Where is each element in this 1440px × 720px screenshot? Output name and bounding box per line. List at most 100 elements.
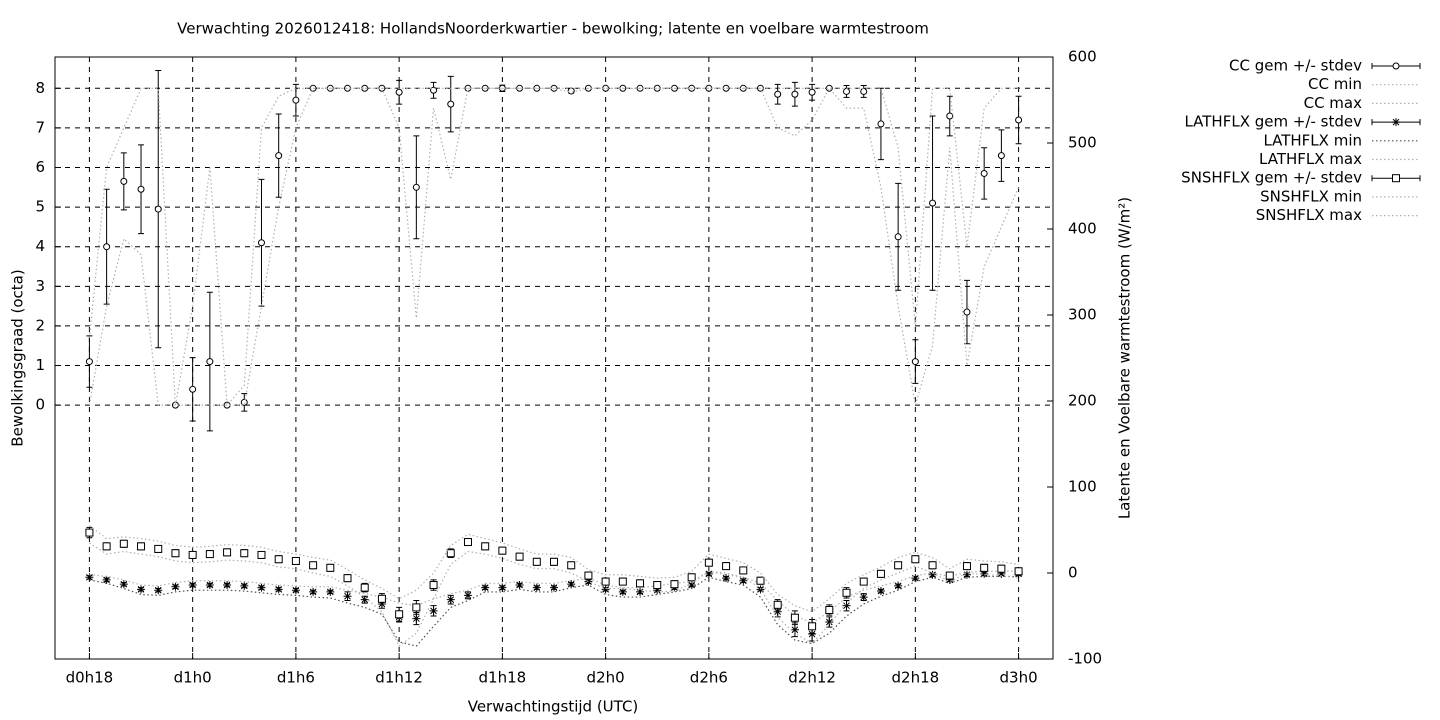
marker: [601, 585, 610, 594]
marker: [309, 561, 318, 570]
marker: [171, 582, 180, 591]
marker: [929, 199, 937, 207]
marker: [980, 169, 988, 177]
marker: [911, 555, 920, 564]
marker: [1015, 116, 1023, 124]
marker: [481, 542, 490, 551]
marker: [446, 595, 455, 604]
marker: [894, 561, 903, 570]
marker: [257, 550, 266, 559]
marker: [154, 544, 163, 553]
marker: [223, 548, 232, 557]
marker: [102, 542, 111, 551]
marker: [447, 100, 455, 108]
y-tick-label: 4: [35, 237, 45, 255]
marker: [928, 570, 937, 579]
marker: [85, 358, 93, 366]
y2-tick-label: 500: [1068, 134, 1097, 152]
marker: [119, 539, 128, 548]
marker: [498, 546, 507, 555]
legend-label: SNSHFLX max: [1256, 206, 1362, 224]
marker: [997, 152, 1005, 160]
marker: [876, 569, 885, 578]
legend-label: SNSHFLX min: [1260, 187, 1362, 205]
legend-label: CC max: [1304, 94, 1363, 112]
x-tick-label: d1h6: [277, 669, 315, 687]
marker: [206, 358, 214, 366]
marker: [687, 573, 696, 582]
marker: [825, 618, 834, 627]
marker: [412, 614, 421, 623]
marker: [773, 607, 782, 616]
marker: [928, 561, 937, 570]
marker: [532, 557, 541, 566]
series-line: [88, 87, 1019, 407]
y2-tick-label: -100: [1068, 650, 1102, 668]
marker: [463, 591, 472, 600]
marker: [154, 586, 163, 595]
marker: [102, 575, 111, 584]
marker: [962, 570, 971, 579]
marker: [859, 593, 868, 602]
marker: [120, 177, 128, 185]
x-tick-label: d1h0: [174, 669, 212, 687]
legend-label: CC gem +/- stdev: [1229, 57, 1362, 75]
legend-marker: [1392, 174, 1400, 183]
legend-label: LATHFLX min: [1263, 131, 1362, 149]
x-tick-label: d2h18: [892, 669, 940, 687]
marker: [154, 205, 162, 213]
marker: [842, 601, 851, 610]
marker: [567, 561, 576, 570]
marker: [343, 574, 352, 583]
marker: [103, 243, 111, 251]
series-line: [89, 570, 1019, 624]
marker: [412, 603, 421, 612]
marker: [997, 569, 1006, 578]
legend-label: LATHFLX max: [1259, 150, 1362, 168]
marker: [790, 613, 799, 622]
x-tick-label: d3h0: [1000, 669, 1038, 687]
marker: [274, 555, 283, 564]
y-tick-label: 8: [35, 79, 45, 97]
marker: [464, 84, 472, 92]
y2-tick-label: 400: [1068, 220, 1097, 238]
y-tick-label: 7: [35, 118, 45, 136]
y-tick-label: 1: [35, 356, 45, 374]
marker: [808, 630, 817, 639]
y-tick-label: 5: [35, 198, 45, 216]
marker: [257, 583, 266, 592]
marker: [567, 87, 575, 95]
marker: [894, 233, 902, 241]
marker: [189, 385, 197, 393]
marker: [395, 610, 404, 619]
marker: [843, 87, 851, 95]
marker: [309, 587, 318, 596]
series-line: [89, 575, 1019, 647]
y-tick-label: 2: [35, 316, 45, 334]
marker: [722, 562, 731, 571]
marker: [601, 577, 610, 586]
legend-label: SNSHFLX gem +/- stdev: [1181, 169, 1362, 187]
series-line: [89, 542, 1019, 648]
chart-title: Verwachting 2026012418: HollandsNoorderk…: [177, 20, 929, 38]
marker: [223, 581, 232, 590]
y2-tick-label: 300: [1068, 306, 1097, 324]
marker: [188, 581, 197, 590]
y-tick-label: 6: [35, 158, 45, 176]
legend-marker: [1392, 118, 1400, 127]
x-tick-label: d2h0: [587, 669, 625, 687]
marker: [188, 550, 197, 559]
marker: [377, 594, 386, 603]
marker: [550, 583, 558, 592]
marker: [945, 571, 954, 580]
y-tick-label: 3: [35, 277, 45, 295]
marker: [653, 586, 662, 595]
marker: [550, 84, 558, 92]
marker: [945, 575, 954, 584]
marker: [911, 574, 920, 583]
marker: [653, 581, 662, 590]
y2-axis-label: Latente en Voelbare warmtestroom (W/m²): [1116, 197, 1134, 519]
x-tick-label: d1h12: [375, 669, 423, 687]
marker: [137, 542, 146, 551]
